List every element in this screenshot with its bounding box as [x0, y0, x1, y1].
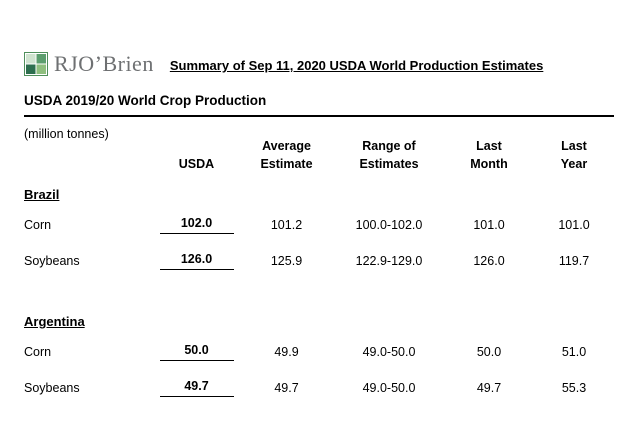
column-header-range-of-estimates: Range of Estimates [359, 138, 419, 171]
usda-value-cell: 102.0 [154, 216, 239, 234]
average-estimate-value: 125.9 [270, 254, 303, 268]
column-header-last-year: Last Year [560, 138, 588, 171]
page-title: Summary of Sep 11, 2020 USDA World Produ… [169, 58, 544, 73]
column-header-usda: USDA [178, 156, 215, 171]
commodity-label: Corn [24, 218, 52, 232]
commodity-label: Corn [24, 345, 52, 359]
range-of-estimates-value: 100.0-102.0 [355, 218, 423, 232]
section-title: USDA 2019/20 World Crop Production [24, 93, 267, 108]
last-month-value: 49.7 [476, 381, 502, 395]
section-title-rule: USDA 2019/20 World Crop Production [24, 92, 614, 117]
country-label: Argentina [24, 314, 85, 329]
unit-label: (million tonnes) [24, 127, 109, 141]
table-row: Corn 102.0 101.2 100.0-102.0 101.0 101.0 [24, 210, 614, 240]
last-month-value: 101.0 [473, 218, 505, 232]
last-month-value: 50.0 [476, 345, 502, 359]
rjobrien-logo: RJO’Brien [24, 52, 154, 76]
column-header-last-month: Last Month [470, 138, 508, 171]
average-estimate-value: 49.9 [274, 345, 299, 359]
average-estimate-value: 49.7 [274, 381, 299, 395]
range-of-estimates-value: 49.0-50.0 [362, 345, 416, 359]
last-year-value: 55.3 [561, 381, 587, 395]
country-label: Brazil [24, 187, 60, 202]
usda-value-cell: 50.0 [154, 343, 239, 361]
last-year-value: 119.7 [558, 254, 590, 268]
rjobrien-logo-text: RJO’Brien [54, 51, 154, 76]
table-header-row: (million tonnes) USDA Average Estimate R… [24, 127, 614, 173]
last-year-value: 101.0 [558, 218, 590, 232]
usda-value: 126.0 [159, 252, 234, 270]
rjobrien-logo-icon [24, 52, 48, 76]
usda-value-cell: 49.7 [154, 379, 239, 397]
column-header-average-estimate: Average Estimate [260, 138, 313, 171]
commodity-label: Soybeans [24, 254, 80, 268]
section-header-argentina: Argentina [24, 314, 614, 331]
range-of-estimates-value: 49.0-50.0 [362, 381, 416, 395]
usda-value-cell: 126.0 [154, 252, 239, 270]
usda-value: 102.0 [159, 216, 234, 234]
average-estimate-value: 101.2 [270, 218, 303, 232]
usda-value: 49.7 [159, 379, 234, 397]
table-row: Soybeans 49.7 49.7 49.0-50.0 49.7 55.3 [24, 373, 614, 403]
range-of-estimates-value: 122.9-129.0 [355, 254, 423, 268]
section-header-brazil: Brazil [24, 187, 614, 204]
table-row: Corn 50.0 49.9 49.0-50.0 50.0 51.0 [24, 337, 614, 367]
last-year-value: 51.0 [561, 345, 587, 359]
usda-value: 50.0 [159, 343, 234, 361]
commodity-label: Soybeans [24, 381, 80, 395]
table-row: Soybeans 126.0 125.9 122.9-129.0 126.0 1… [24, 246, 614, 276]
report-header: RJO’Brien Summary of Sep 11, 2020 USDA W… [24, 52, 614, 76]
last-month-value: 126.0 [473, 254, 505, 268]
